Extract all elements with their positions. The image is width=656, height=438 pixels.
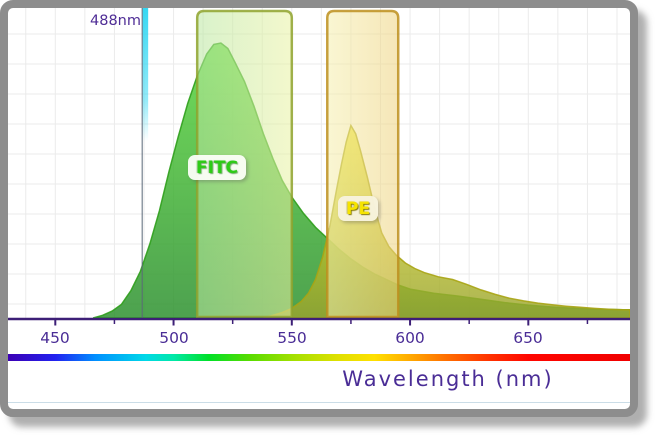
laser-wavelength-label: 488nm (90, 13, 141, 29)
spectrum-plot-area[interactable] (8, 8, 630, 330)
spectrum-viewer-content: 488nm FITC PE 450 500 550 600 650 Wavele… (8, 8, 630, 409)
x-axis-title: Wavelength (nm) (342, 367, 554, 391)
laser-beam-line (142, 8, 149, 213)
pe-filter-band[interactable] (326, 9, 400, 319)
bottom-separator-line (8, 402, 630, 403)
spectrum-viewer-panel: 488nm FITC PE 450 500 550 600 650 Wavele… (0, 0, 638, 417)
x-tick-label-500: 500 (159, 329, 189, 347)
x-tick-label-550: 550 (277, 329, 307, 347)
fitc-series-label: FITC (188, 155, 247, 180)
wavelength-color-scale (8, 354, 630, 361)
x-axis (8, 317, 630, 326)
x-tick-label-650: 650 (513, 329, 543, 347)
x-tick-label-600: 600 (395, 329, 425, 347)
pe-series-label: PE (338, 196, 379, 221)
x-tick-label-450: 450 (40, 329, 70, 347)
